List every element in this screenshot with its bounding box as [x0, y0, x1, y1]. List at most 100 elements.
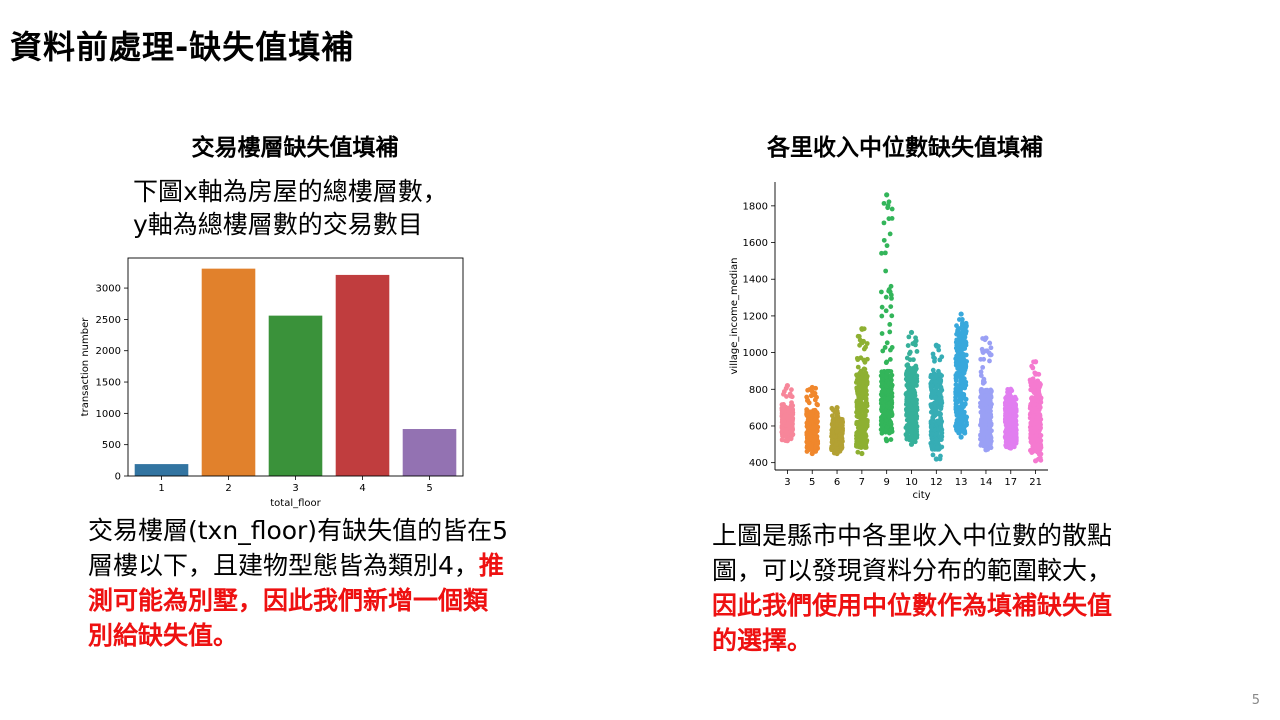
strip-point	[956, 371, 962, 377]
strip-point	[904, 413, 910, 418]
strip-point-min	[1032, 458, 1039, 464]
strip-point	[1031, 406, 1037, 412]
strip-point	[859, 420, 865, 426]
strip-point	[1036, 403, 1042, 409]
strip-series-3	[779, 383, 796, 444]
strip-point	[888, 419, 894, 425]
strip-point	[1038, 433, 1044, 438]
strip-point	[980, 364, 986, 370]
strip-point	[883, 294, 889, 300]
strip-series-21	[1027, 359, 1044, 464]
strip-point	[1034, 446, 1040, 452]
strip-point	[910, 380, 916, 385]
strip-point	[832, 409, 838, 415]
strip-point	[840, 420, 845, 426]
strip-point	[933, 399, 939, 405]
strip-point	[1029, 386, 1035, 392]
strip-point	[830, 434, 836, 439]
x-tick-label: 6	[834, 477, 840, 488]
x-tick-label: 12	[930, 477, 943, 488]
strip-point	[959, 403, 965, 408]
strip-point-min	[784, 438, 791, 444]
strip-point	[953, 356, 959, 362]
strip-series-9	[878, 192, 895, 444]
slide-number: 5	[1251, 693, 1260, 708]
strip-point	[864, 381, 870, 387]
x-tick-label: 4	[359, 483, 365, 494]
strip-point	[905, 343, 911, 348]
strip-point	[884, 359, 890, 365]
strip-series-6	[829, 405, 845, 457]
strip-point	[830, 429, 835, 434]
strip-point	[808, 436, 813, 441]
strip-point	[908, 426, 914, 431]
x-tick-label: 1	[158, 483, 164, 494]
strip-point	[910, 418, 915, 424]
strip-series-10	[903, 329, 920, 447]
left-body-plain: 交易樓層(txn_floor)有缺失值的皆在5層樓以下，且建物型態皆為類別4，	[88, 516, 508, 580]
strip-point-min	[958, 434, 964, 440]
strip-point	[954, 337, 960, 343]
strip-point	[981, 376, 987, 382]
strip-point	[790, 426, 795, 431]
strip-point	[910, 384, 916, 390]
strip-point	[1030, 413, 1036, 419]
strip-point	[1034, 432, 1039, 438]
strip-point	[811, 438, 817, 443]
bar-5	[402, 429, 457, 476]
strip-point	[1036, 388, 1042, 394]
strip-point	[887, 329, 893, 335]
strip-point	[855, 443, 861, 449]
strip-point	[979, 393, 985, 399]
x-tick-label: 10	[905, 477, 918, 488]
strip-point	[954, 323, 959, 329]
strip-point	[988, 433, 993, 439]
bar-chart: 1 2 3 4 5 0 500 1000 1500 2000 2500 3000 total_floor…	[80, 257, 464, 509]
strip-point	[955, 366, 961, 371]
right-section-heading: 各里收入中位數缺失值填補	[767, 135, 1043, 161]
strip-point	[938, 415, 944, 421]
strip-point	[938, 377, 944, 383]
strip-point	[812, 397, 818, 403]
strip-point	[980, 380, 986, 386]
strip-point	[978, 419, 984, 425]
strip-point	[886, 368, 892, 374]
strip-point	[937, 405, 943, 410]
x-tick-label: 14	[980, 477, 993, 488]
strip-point	[979, 413, 985, 419]
strip-point	[979, 432, 985, 438]
strip-point-max	[884, 192, 890, 198]
strip-point	[958, 377, 964, 383]
strip-point	[984, 348, 990, 354]
strip-point	[963, 365, 969, 371]
strip-point	[1036, 384, 1042, 390]
strip-point	[883, 268, 889, 274]
strip-point	[938, 400, 944, 406]
strip-point	[981, 398, 987, 403]
y-axis-label: village_income_median	[729, 258, 740, 375]
strip-point	[857, 342, 863, 348]
strip-point	[864, 422, 870, 427]
strip-point-min	[933, 456, 939, 462]
y-tick-label: 1500	[96, 378, 121, 389]
y-axis-label: transaction number	[80, 317, 91, 417]
strip-point-max	[908, 329, 915, 336]
strip-point	[958, 399, 964, 405]
strip-point	[860, 391, 865, 396]
strip-point	[929, 443, 935, 449]
strip-point	[932, 406, 937, 411]
strip-point	[955, 361, 961, 367]
y-tick-label: 2000	[96, 346, 121, 357]
strip-point-max	[1032, 359, 1039, 365]
strip-point	[884, 340, 890, 346]
strip-point	[955, 383, 961, 389]
strip-point	[929, 391, 935, 397]
strip-point-min	[859, 450, 865, 457]
strip-point	[1010, 427, 1016, 433]
bar-2	[201, 268, 256, 476]
strip-point	[880, 348, 886, 354]
strip-point	[984, 430, 989, 436]
strip-point	[957, 389, 963, 395]
strip-point	[939, 430, 945, 436]
strip-point	[1028, 439, 1034, 445]
